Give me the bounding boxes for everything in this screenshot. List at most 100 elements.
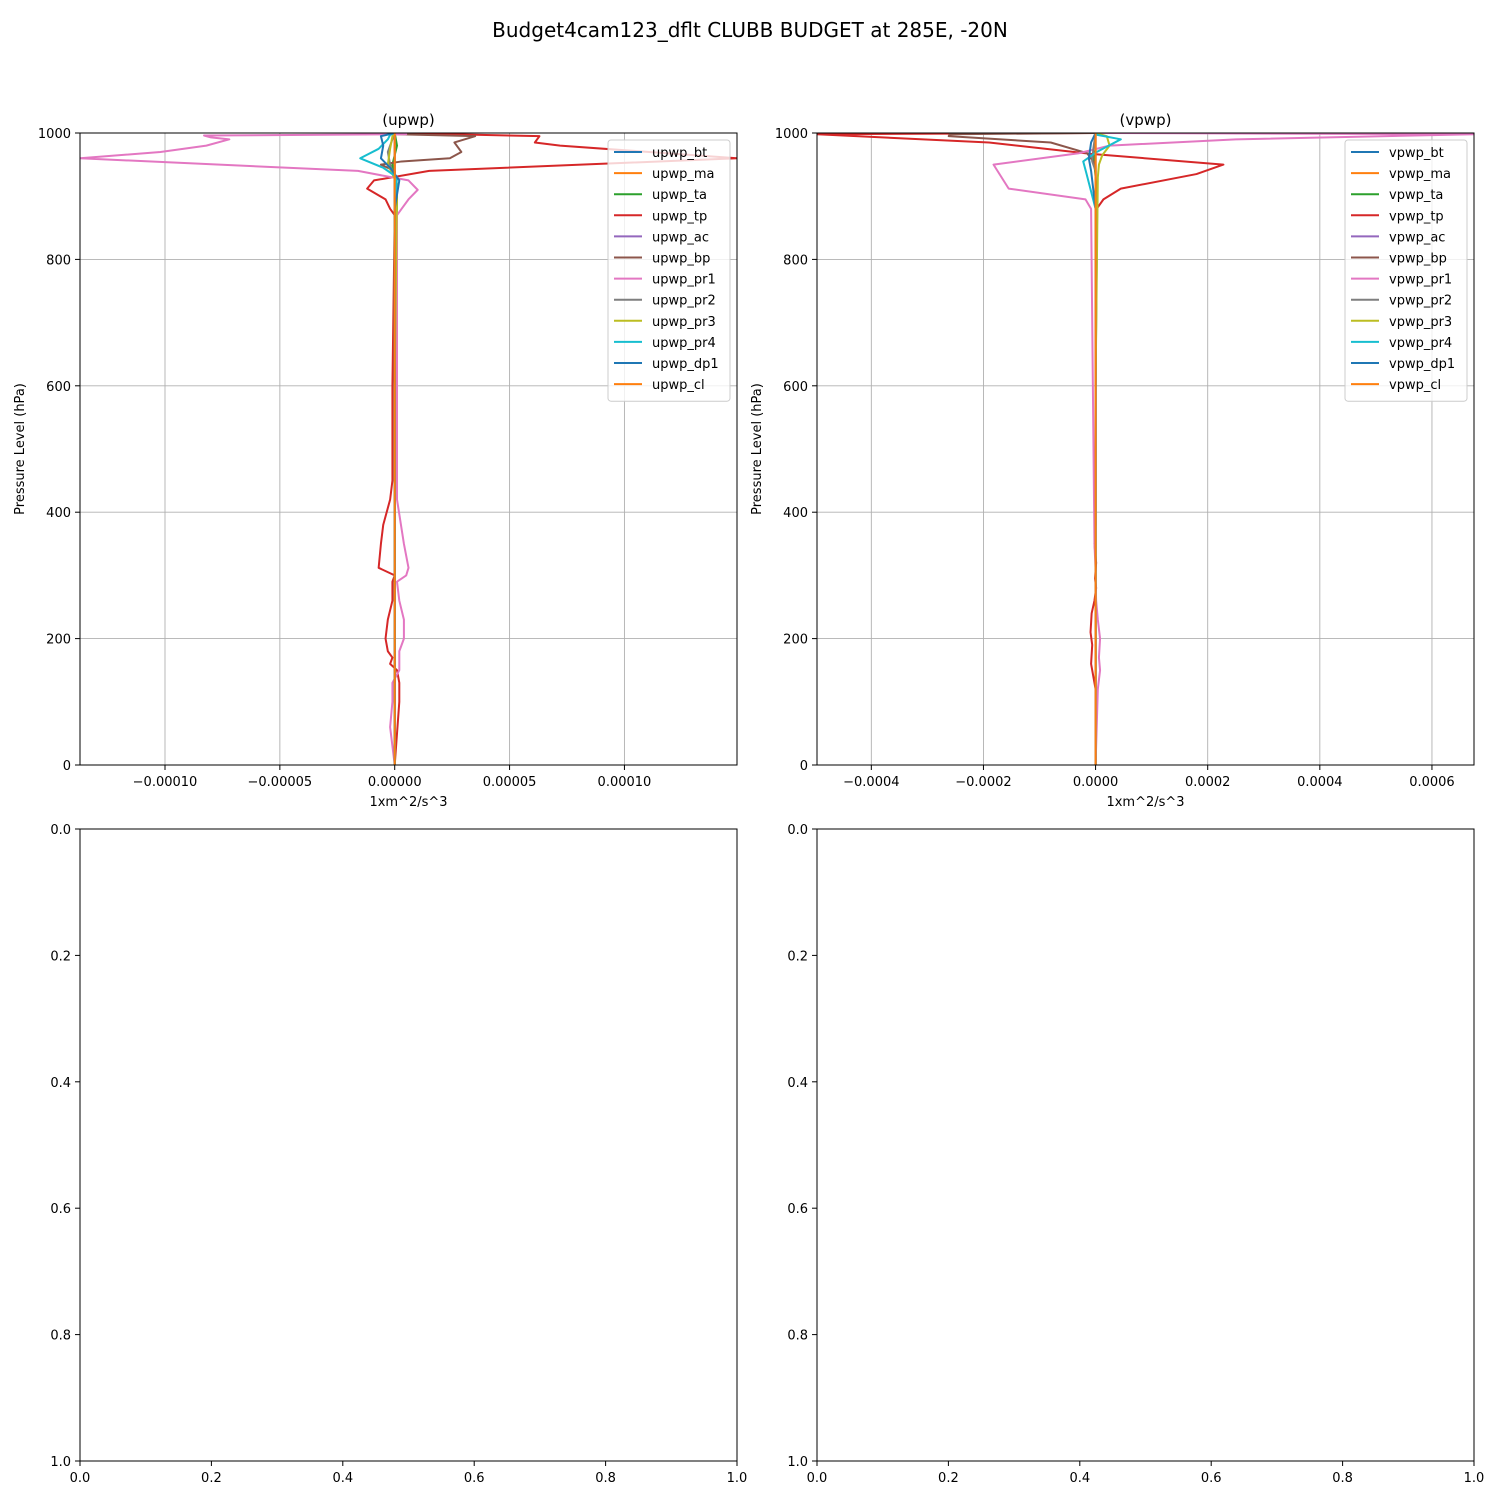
legend-label: vpwp_pr3 bbox=[1389, 315, 1452, 330]
x-tick-label: 0.4 bbox=[1069, 1471, 1090, 1486]
legend-label: upwp_bt bbox=[652, 146, 707, 161]
legend-label: upwp_pr4 bbox=[652, 336, 716, 351]
y-tick-label: 400 bbox=[783, 506, 808, 521]
y-tick-label: 1.0 bbox=[787, 1455, 808, 1470]
legend-box bbox=[607, 139, 731, 402]
x-tick-label: −0.00010 bbox=[133, 775, 198, 790]
y-tick-label: 0 bbox=[63, 759, 71, 774]
y-tick-label: 0.0 bbox=[50, 823, 71, 838]
legend-label: upwp_tp bbox=[652, 209, 707, 224]
y-tick-label: 0.4 bbox=[787, 1076, 808, 1091]
x-tick-label: −0.0004 bbox=[843, 775, 899, 790]
y-tick-label: 200 bbox=[46, 633, 71, 648]
series-line-vpwp_bp bbox=[947, 133, 1097, 765]
subplot-4: 0.0 0.2 0.4 0.6 0.8 1.00.00.20.40.60.81.0 bbox=[787, 823, 1484, 1486]
x-tick-label: 0.00005 bbox=[483, 775, 537, 790]
x-tick-label: 0.0 bbox=[70, 1471, 91, 1486]
legend-label: upwp_cl bbox=[652, 378, 705, 393]
y-tick-label: 0.2 bbox=[50, 949, 71, 964]
y-tick-label: 400 bbox=[46, 506, 71, 521]
y-tick-label: 0.6 bbox=[50, 1202, 71, 1217]
x-tick-label: 0.0 bbox=[807, 1471, 828, 1486]
x-tick-label: 1.0 bbox=[727, 1471, 748, 1486]
y-tick-label: 1000 bbox=[775, 127, 808, 142]
y-tick-label: 0.4 bbox=[50, 1076, 71, 1091]
y-tick-label: 800 bbox=[783, 253, 808, 268]
series-line-vpwp_pr3 bbox=[1094, 133, 1111, 765]
y-tick-label: 0.8 bbox=[50, 1329, 71, 1344]
legend-label: vpwp_pr4 bbox=[1389, 336, 1452, 351]
series-group bbox=[817, 133, 1474, 765]
legend: vpwp_bt vpwp_ma vpwp_ta vpwp_tp vpwp_ac vpwp_… bbox=[1344, 139, 1468, 402]
subplot-3: 0.0 0.2 0.4 0.6 0.8 1.00.00.20.40.60.81.0 bbox=[50, 823, 747, 1486]
y-tick-label: 0.8 bbox=[787, 1329, 808, 1344]
legend-label: vpwp_bp bbox=[1389, 252, 1447, 267]
y-tick-label: 0 bbox=[800, 759, 808, 774]
legend-label: upwp_pr1 bbox=[652, 273, 716, 288]
x-tick-label: 0.00000 bbox=[368, 775, 422, 790]
x-tick-label: 0.8 bbox=[595, 1471, 616, 1486]
x-tick-label: 0.0004 bbox=[1297, 775, 1343, 790]
axes-frame bbox=[79, 828, 738, 1462]
x-tick-label: 0.2 bbox=[938, 1471, 959, 1486]
axes-frame bbox=[816, 132, 1475, 766]
legend-label: upwp_dp1 bbox=[652, 357, 719, 372]
x-tick-label: 0.0002 bbox=[1185, 775, 1231, 790]
subplot-title: (upwp) bbox=[382, 111, 435, 129]
x-tick-label: 0.0000 bbox=[1073, 775, 1119, 790]
x-tick-label: 0.8 bbox=[1332, 1471, 1353, 1486]
figure-title: Budget4cam123_dflt CLUBB BUDGET at 285E,… bbox=[492, 18, 1008, 42]
x-tick-label: −0.0002 bbox=[955, 775, 1011, 790]
y-tick-label: 600 bbox=[46, 380, 71, 395]
legend-label: upwp_ac bbox=[652, 230, 709, 245]
legend-label: vpwp_tp bbox=[1389, 209, 1444, 224]
y-tick-label: 200 bbox=[783, 633, 808, 648]
y-tick-label: 600 bbox=[783, 380, 808, 395]
x-tick-label: 0.6 bbox=[1201, 1471, 1222, 1486]
y-tick-label: 0.6 bbox=[787, 1202, 808, 1217]
series-group bbox=[80, 133, 737, 765]
series-line-upwp_pr1 bbox=[80, 133, 419, 765]
y-tick-label: 800 bbox=[46, 253, 71, 268]
series-line-upwp_tp bbox=[366, 133, 737, 765]
x-tick-label: 0.2 bbox=[201, 1471, 222, 1486]
y-tick-label: 0.2 bbox=[787, 949, 808, 964]
legend-label: upwp_pr3 bbox=[652, 315, 716, 330]
x-tick-label: 0.0006 bbox=[1409, 775, 1455, 790]
legend-label: vpwp_ma bbox=[1389, 167, 1451, 182]
legend-label: vpwp_bt bbox=[1389, 146, 1444, 161]
subplot-grid: −0.00010 −0.00005 0.00000 0.00005 0.00010020… bbox=[13, 111, 1484, 1486]
y-tick-label: 1.0 bbox=[50, 1455, 71, 1470]
subplot-title: (vpwp) bbox=[1120, 111, 1172, 129]
legend-label: vpwp_ac bbox=[1389, 230, 1445, 245]
legend-label: upwp_ta bbox=[652, 188, 707, 203]
x-axis-label: 1xm^2/s^3 bbox=[369, 795, 447, 810]
x-tick-label: 1.0 bbox=[1464, 1471, 1485, 1486]
legend-label: vpwp_dp1 bbox=[1389, 357, 1455, 372]
y-tick-label: 0.0 bbox=[787, 823, 808, 838]
legend-label: upwp_pr2 bbox=[652, 294, 716, 309]
x-tick-label: 0.6 bbox=[464, 1471, 485, 1486]
legend-box bbox=[1344, 139, 1468, 402]
legend-label: upwp_ma bbox=[652, 167, 715, 182]
legend-label: vpwp_ta bbox=[1389, 188, 1443, 203]
x-tick-label: 0.00010 bbox=[598, 775, 652, 790]
x-tick-label: 0.4 bbox=[332, 1471, 353, 1486]
y-axis-label: Pressure Level (hPa) bbox=[13, 383, 28, 515]
subplot-1: −0.00010 −0.00005 0.00000 0.00005 0.00010 0 20… bbox=[13, 111, 738, 810]
axes-frame bbox=[816, 828, 1475, 1462]
series-line-vpwp_tp bbox=[817, 133, 1225, 765]
x-axis-label: 1xm^2/s^3 bbox=[1106, 795, 1184, 810]
axes-frame bbox=[79, 132, 738, 766]
x-tick-label: −0.00005 bbox=[248, 775, 313, 790]
legend-label: vpwp_pr1 bbox=[1389, 273, 1452, 288]
legend-label: vpwp_pr2 bbox=[1389, 294, 1452, 309]
y-axis-label: Pressure Level (hPa) bbox=[750, 383, 765, 515]
y-tick-label: 1000 bbox=[38, 127, 71, 142]
subplot-2: −0.0004 −0.0002 0.0000 0.0002 0.0004 0.0006 0 2… bbox=[750, 111, 1475, 810]
series-line-vpwp_pr4 bbox=[1082, 133, 1122, 765]
legend-label: upwp_bp bbox=[652, 252, 710, 267]
legend-label: vpwp_cl bbox=[1389, 378, 1441, 393]
legend: upwp_bt upwp_ma upwp_ta upwp_tp upwp_ac upwp_… bbox=[607, 139, 731, 402]
